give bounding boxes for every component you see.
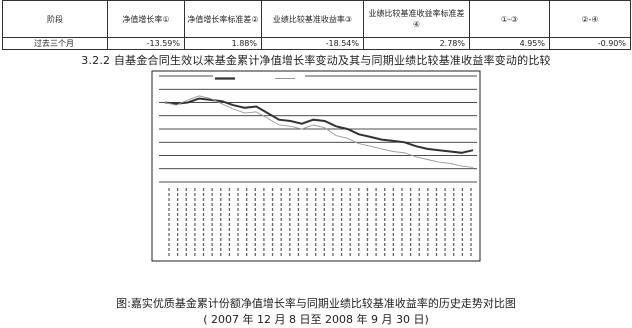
table-cell: -18.54% xyxy=(261,37,364,50)
table-header-row: 阶段 净值增长率① 净值增长率标准差② 业绩比较基准收益率③ 业绩比较基准收益率… xyxy=(2,0,631,38)
chart-border xyxy=(151,70,481,262)
performance-table: 阶段 净值增长率① 净值增长率标准差② 业绩比较基准收益率③ 业绩比较基准收益率… xyxy=(2,0,631,50)
table-cell: 过去三个月 xyxy=(2,37,108,50)
line-chart xyxy=(151,70,481,262)
section-heading: 3.2.2 自基金合同生效以来基金累计净值增长率变动及其与同期业绩比较基准收益率… xyxy=(81,54,551,67)
header-cell: ②-④ xyxy=(549,0,631,38)
table-cell: 4.95% xyxy=(469,37,550,50)
table-cell: -0.90% xyxy=(549,37,631,50)
figure-date-range: ( 2007 年 12 月 8 日至 2008 年 9 月 30 日) xyxy=(203,313,429,326)
table-row: 过去三个月 -13.59% 1.88% -18.54% 2.78% 4.95% … xyxy=(2,37,631,50)
header-cell: ①-③ xyxy=(469,0,550,38)
chart-container xyxy=(151,70,481,262)
table-cell: 2.78% xyxy=(363,37,470,50)
fund-nav-line xyxy=(164,97,474,154)
table-cell: 1.88% xyxy=(184,37,262,50)
header-cell: 净值增长率① xyxy=(107,0,185,38)
header-cell: 阶段 xyxy=(2,0,108,38)
benchmark-line xyxy=(164,95,474,168)
figure-caption: 图:嘉实优质基金累计份额净值增长率与同期业绩比较基准收益率的历史走势对比图 xyxy=(116,297,516,310)
table-cell: -13.59% xyxy=(107,37,185,50)
header-cell: 业绩比较基准收益率③ xyxy=(261,0,364,38)
legend-box xyxy=(213,74,305,83)
header-cell: 净值增长率标准差② xyxy=(184,0,262,38)
header-cell: 业绩比较基准收益率标准差④ xyxy=(363,0,470,38)
